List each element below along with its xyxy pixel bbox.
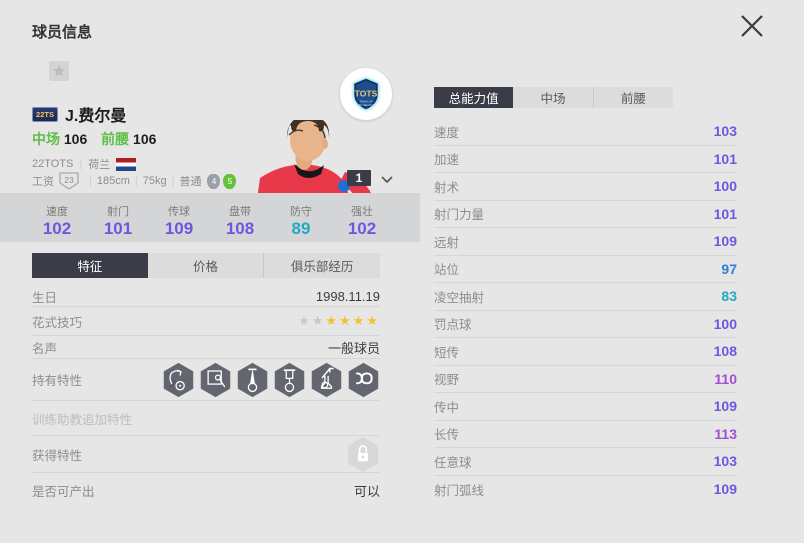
svg-text:THE SEASON: THE SEASON [356, 103, 376, 107]
svg-text:TOTS: TOTS [355, 89, 378, 99]
